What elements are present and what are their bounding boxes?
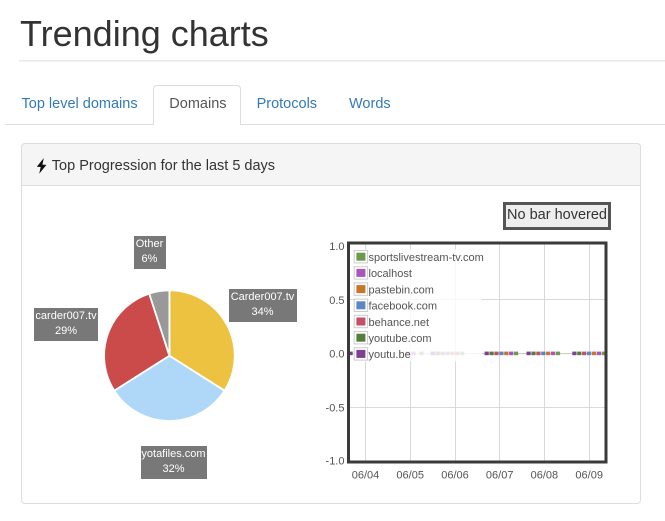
- svg-text:06/07: 06/07: [486, 469, 514, 481]
- svg-text:pastebin.com: pastebin.com: [369, 284, 434, 296]
- svg-text:1.0: 1.0: [329, 241, 344, 253]
- svg-text:youtu.be: youtu.be: [369, 349, 411, 361]
- svg-text:facebook.com: facebook.com: [369, 301, 437, 313]
- svg-text:0.5: 0.5: [329, 295, 344, 307]
- svg-text:behance.net: behance.net: [369, 317, 430, 329]
- svg-text:06/05: 06/05: [396, 469, 424, 481]
- svg-text:-1.0: -1.0: [326, 456, 345, 468]
- svg-text:0.0: 0.0: [329, 349, 344, 361]
- svg-text:06/06: 06/06: [441, 469, 469, 481]
- svg-text:06/09: 06/09: [575, 469, 603, 481]
- svg-text:youtube.com: youtube.com: [369, 333, 432, 345]
- svg-text:06/08: 06/08: [531, 469, 559, 481]
- svg-text:sportslivestream-tv.com: sportslivestream-tv.com: [369, 252, 484, 264]
- svg-text:06/04: 06/04: [352, 469, 380, 481]
- svg-text:-0.5: -0.5: [326, 402, 345, 414]
- svg-text:localhost: localhost: [369, 268, 412, 280]
